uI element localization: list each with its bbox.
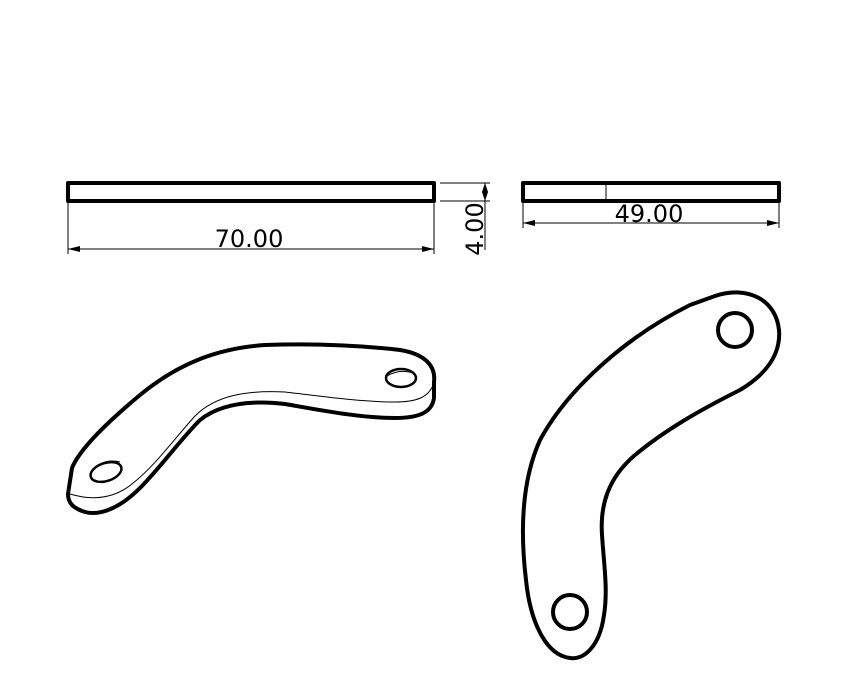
side-view-outline <box>521 181 781 203</box>
isometric-hole-left <box>89 460 123 484</box>
top-view-hole-upper <box>716 311 754 349</box>
side-view <box>521 181 781 203</box>
dimension-front-thickness: 4.00 <box>440 182 490 256</box>
dimension-label-front-length: 70.00 <box>215 225 284 253</box>
isometric-top-face <box>66 342 437 515</box>
dimension-label-front-thickness: 4.00 <box>461 202 489 255</box>
front-view-outline <box>66 181 436 203</box>
top-view-hole-lower <box>551 593 589 631</box>
isometric-thickness-edge <box>69 381 435 499</box>
dimension-front-length: 70.00 <box>67 203 435 254</box>
top-view <box>520 290 782 661</box>
isometric-view <box>66 342 437 515</box>
isometric-hole-right <box>384 367 418 389</box>
dimension-label-side-length: 49.00 <box>615 200 684 228</box>
top-view-outline <box>520 290 782 661</box>
dimension-side-length: 49.00 <box>522 200 780 228</box>
front-view <box>66 181 436 203</box>
